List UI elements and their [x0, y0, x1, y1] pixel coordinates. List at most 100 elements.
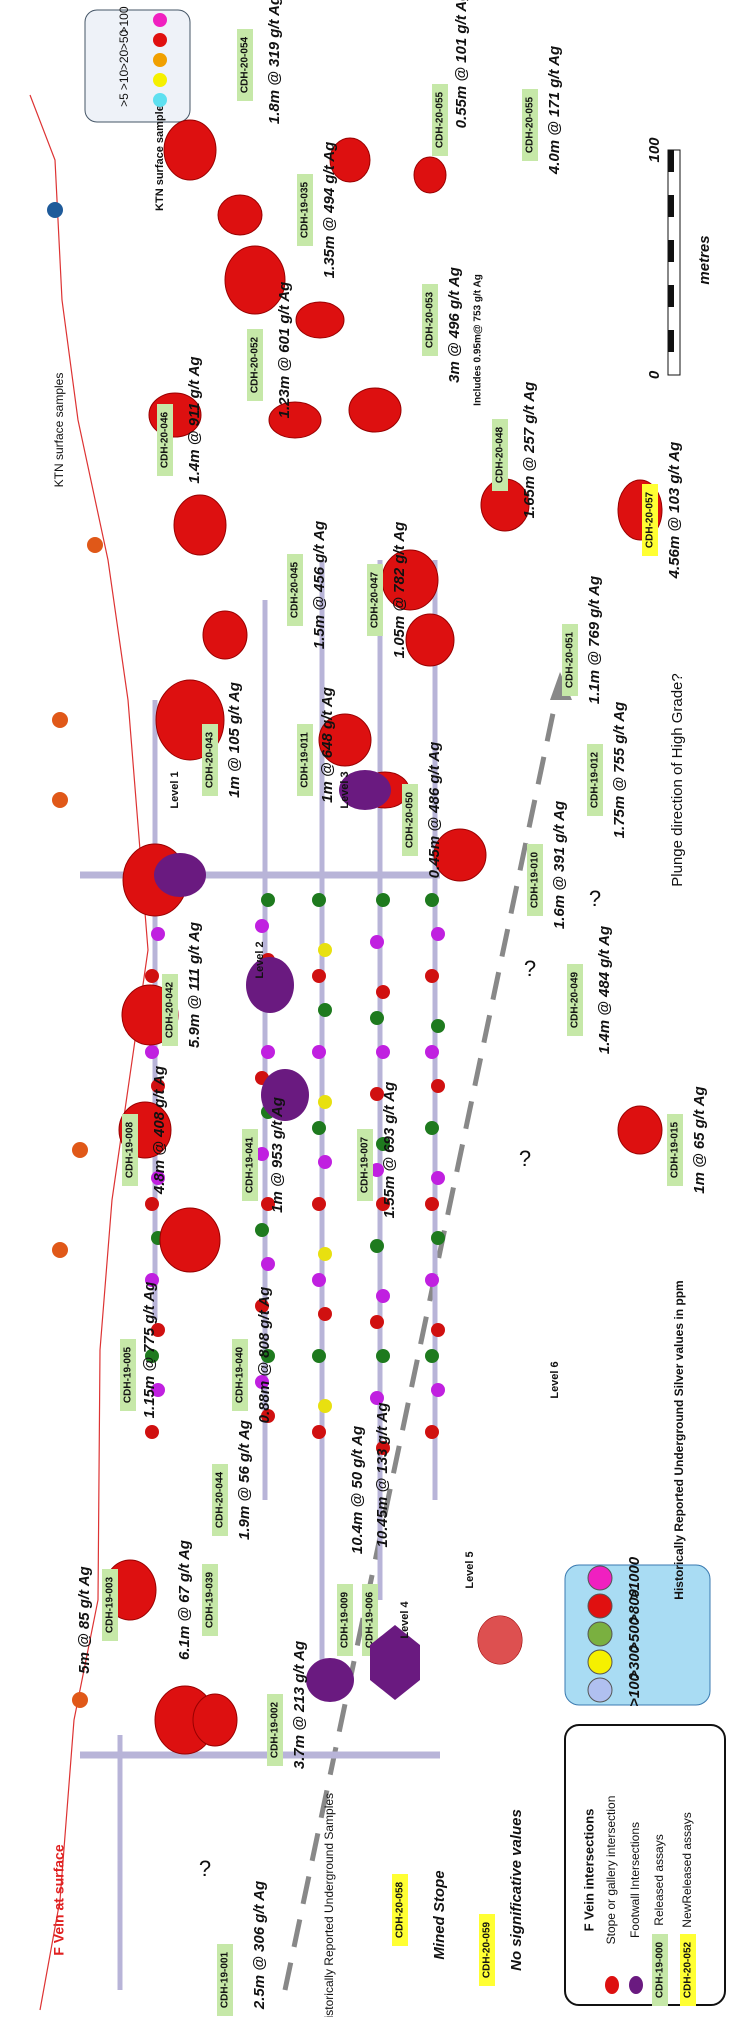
hole-id-group: CDH-19-015 — [667, 1114, 683, 1186]
legend-id-group: CDH-19-000 — [652, 1934, 668, 2006]
stope-disc — [202, 610, 248, 660]
sample — [376, 1197, 390, 1211]
hole-result: 0.55m @ 101 g/t Ag — [453, 0, 470, 128]
legend-label: >1000 — [626, 1556, 643, 1599]
hole-id-group: CDH-19-001 — [217, 1944, 233, 2016]
hole-id: CDH-20-043 — [205, 731, 216, 788]
question-mark: ? — [524, 956, 536, 981]
hole-id: CDH-20-055 — [435, 91, 446, 148]
hole-id: CDH-19-015 — [670, 1121, 681, 1178]
label-box — [362, 1584, 378, 1656]
legend-label: >300 — [626, 1644, 643, 1678]
sample — [151, 1323, 165, 1337]
hole-id-group: CDH-20-046 — [157, 404, 173, 476]
hole-result: 10.45m @ 133 g/t Ag — [374, 1403, 391, 1548]
scale-label-group: 100 — [646, 137, 663, 163]
annotation: F Vein at surface — [51, 1844, 67, 1955]
sample — [255, 1147, 269, 1161]
hole-id-group: CDH-19-041 — [242, 1129, 258, 1201]
hole-id-group: CDH-20-043 — [202, 724, 218, 796]
legend-swatch — [153, 53, 167, 67]
stope-disc — [192, 1693, 238, 1747]
hole-result-group: 1.6m @ 391 g/t Ag — [551, 801, 568, 929]
hole-id: CDH-19-039 — [205, 1571, 216, 1628]
label-box — [237, 29, 253, 101]
hole-result: 3m @ 496 g/t Ag — [446, 267, 463, 383]
sample — [261, 1197, 275, 1211]
legend-swatch — [587, 1565, 613, 1591]
legend-label-group: Footwall Intersections — [628, 1822, 642, 1938]
label-box — [337, 1584, 353, 1656]
hole-id: CDH-19-040 — [235, 1346, 246, 1403]
sample — [312, 1273, 326, 1287]
label-box — [247, 329, 263, 401]
sample — [312, 1045, 326, 1059]
hole-id-group: CDH-19-005 — [120, 1339, 136, 1411]
label-box — [267, 1694, 283, 1766]
hole-result: 1.05m @ 782 g/t Ag — [391, 522, 408, 659]
surface-line — [29, 94, 149, 2011]
legend-label: >100 — [626, 1672, 643, 1706]
hole-result: 5m @ 85 g/t Ag — [76, 1566, 93, 1673]
hole-id: CDH-20-052 — [250, 336, 261, 393]
legend-label-group: NewReleased assays — [680, 1812, 694, 1927]
sample — [318, 1095, 332, 1109]
legend-label: Stope or gallery intersection — [604, 1796, 618, 1945]
hole-result: 4.56m @ 103 g/t Ag — [666, 442, 683, 580]
legend-label-group: >800 — [626, 1588, 643, 1622]
hole-id: CDH-20-058 — [395, 1881, 406, 1938]
hole-id-group: CDH-19-039 — [202, 1564, 218, 1636]
legend-id: CDH-19-000 — [655, 1941, 666, 1998]
sample — [261, 1045, 275, 1059]
sample — [376, 893, 390, 907]
stope-disc — [433, 828, 487, 882]
hole-result-group: 1.05m @ 782 g/t Ag — [391, 522, 408, 659]
stope-disc — [348, 387, 402, 433]
scale-segment — [668, 240, 674, 262]
legend-swatch — [587, 1593, 613, 1619]
label-box — [217, 1944, 233, 2016]
hole-result: Mined Stope — [431, 1870, 448, 1959]
hole-result-group: 0.55m @ 101 g/t Ag — [453, 0, 470, 128]
label-box — [242, 1129, 258, 1201]
scale-segment — [668, 330, 674, 352]
level-label: Level 5 — [464, 1551, 476, 1588]
hole-result: 1.6m @ 391 g/t Ag — [551, 801, 568, 929]
sample — [376, 1349, 390, 1363]
sample — [376, 1137, 390, 1151]
legend-label-group: >20 — [117, 49, 131, 70]
hole-id: CDH-20-053 — [425, 291, 436, 348]
legend-label-group: >5 — [117, 93, 131, 107]
stope-shape — [370, 1625, 420, 1700]
hole-id-group: CDH-20-057 — [642, 484, 658, 556]
annotation: Plunge direction of High Grade? — [669, 673, 686, 886]
hole-result-group: No significative values — [508, 1809, 525, 1971]
legend-label-group: >1000 — [626, 1556, 643, 1599]
hole-result: 1m @ 648 g/t Ag — [319, 687, 336, 803]
hole-id: CDH-20-050 — [405, 791, 416, 848]
sample — [261, 1257, 275, 1271]
annotation: Historically Reported Underground Sample… — [322, 1793, 336, 2017]
hole-result-group: 1.55m @ 693 g/t Ag — [381, 1082, 398, 1219]
legend-label-group: Released assays — [652, 1834, 666, 1925]
annotation-group: KTN surface samples — [52, 373, 66, 488]
hole-id: CDH-19-007 — [360, 1136, 371, 1193]
hole-result: 10.4m @ 50 g/t Ag — [349, 1426, 366, 1554]
label-box — [587, 744, 603, 816]
hole-id-group: CDH-19-008 — [122, 1114, 138, 1186]
hole-result: 1.15m @ 775 g/t Ag — [141, 1282, 158, 1419]
sample — [425, 1197, 439, 1211]
level-label: Level 3 — [339, 771, 351, 808]
stope-disc — [318, 713, 372, 767]
hole-result-group: 4.56m @ 103 g/t Ag — [666, 442, 683, 580]
sample — [145, 1045, 159, 1059]
hole-id-group: CDH-20-058 — [392, 1874, 408, 1946]
stope-disc — [617, 1105, 663, 1155]
sample — [255, 1375, 269, 1389]
annotation-group: Plunge direction of High Grade? — [669, 673, 686, 886]
legend-label: Footwall Intersections — [628, 1822, 642, 1938]
label-box — [232, 1339, 248, 1411]
hole-id-group: CDH-20-052 — [247, 329, 263, 401]
legend-swatch — [153, 73, 167, 87]
